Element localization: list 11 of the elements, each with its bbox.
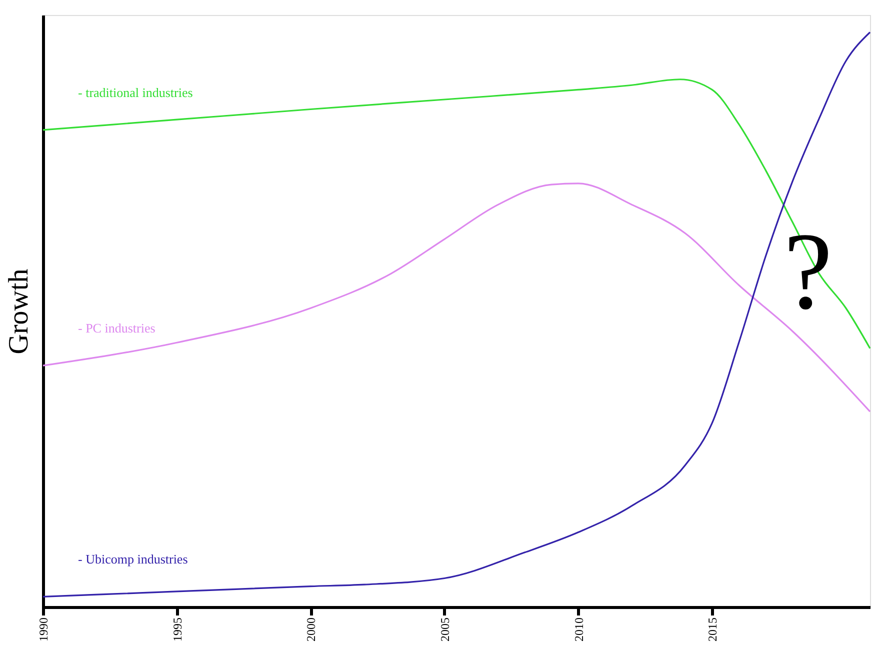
series-label: - Ubicomp industries	[78, 552, 188, 567]
x-tick-label: 2015	[706, 618, 720, 642]
x-tick-label: 2005	[438, 618, 452, 642]
y-axis-title: Growth	[4, 268, 34, 354]
series-label: - PC industries	[78, 320, 156, 336]
x-tick-label: 1995	[170, 618, 184, 642]
x-tick-label: 2010	[572, 618, 586, 642]
x-tick-label: 1990	[36, 618, 50, 642]
series-label: - traditional industries	[78, 84, 193, 100]
x-tick-label: 2000	[304, 618, 318, 642]
annotation: ?	[784, 210, 832, 332]
